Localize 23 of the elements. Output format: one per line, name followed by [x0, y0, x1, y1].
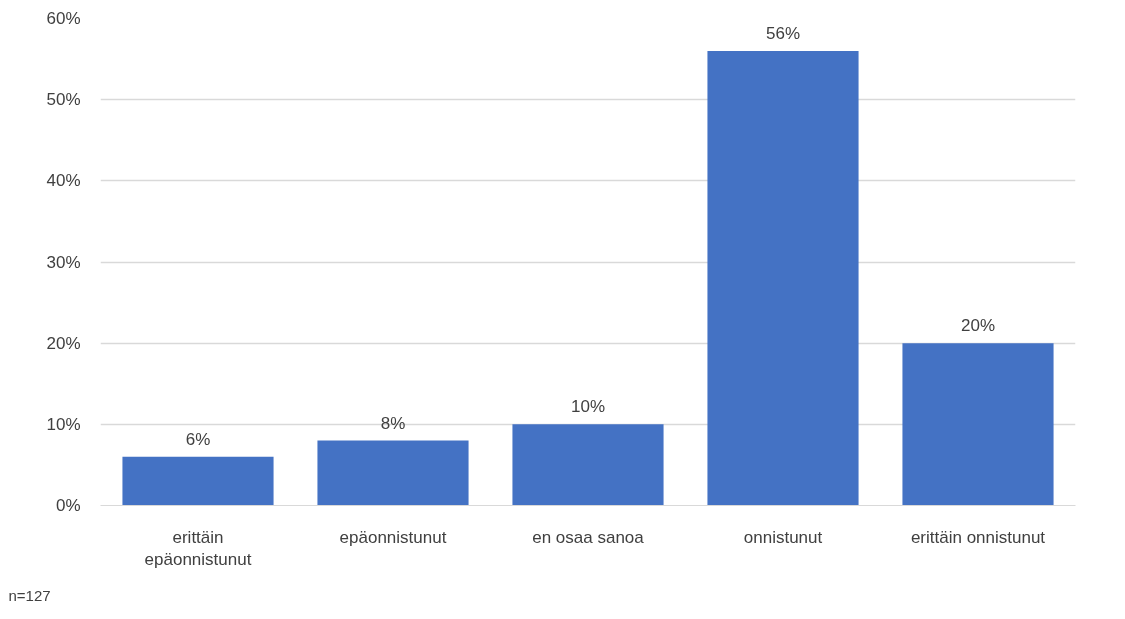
x-tick-label: erittäin epäonnistunut [144, 527, 252, 570]
data-label: 20% [960, 316, 996, 336]
bar [512, 424, 664, 506]
data-label: 56% [765, 23, 801, 43]
bar [317, 440, 469, 506]
x-tick-label: en osaa sanoa [532, 527, 645, 547]
bar [707, 50, 859, 506]
x-tick-label: erittäin onnistunut [910, 527, 1046, 547]
data-label: 10% [570, 397, 606, 417]
bar [122, 456, 274, 506]
y-tick-label: 60% [46, 9, 81, 28]
x-tick-label: onnistunut [743, 527, 823, 547]
y-tick-label: 50% [46, 90, 81, 110]
y-tick-label: 20% [46, 333, 81, 353]
y-tick-label: 40% [46, 171, 81, 191]
y-tick-label: 30% [46, 252, 81, 272]
y-tick-label: 10% [46, 414, 81, 434]
data-label: 8% [380, 413, 406, 433]
y-tick-label: 0% [55, 496, 81, 515]
text: n=127 [8, 586, 51, 604]
data-label: 6% [185, 429, 211, 449]
x-tick-label: epäonnistunut [339, 527, 447, 547]
bar [902, 343, 1054, 506]
